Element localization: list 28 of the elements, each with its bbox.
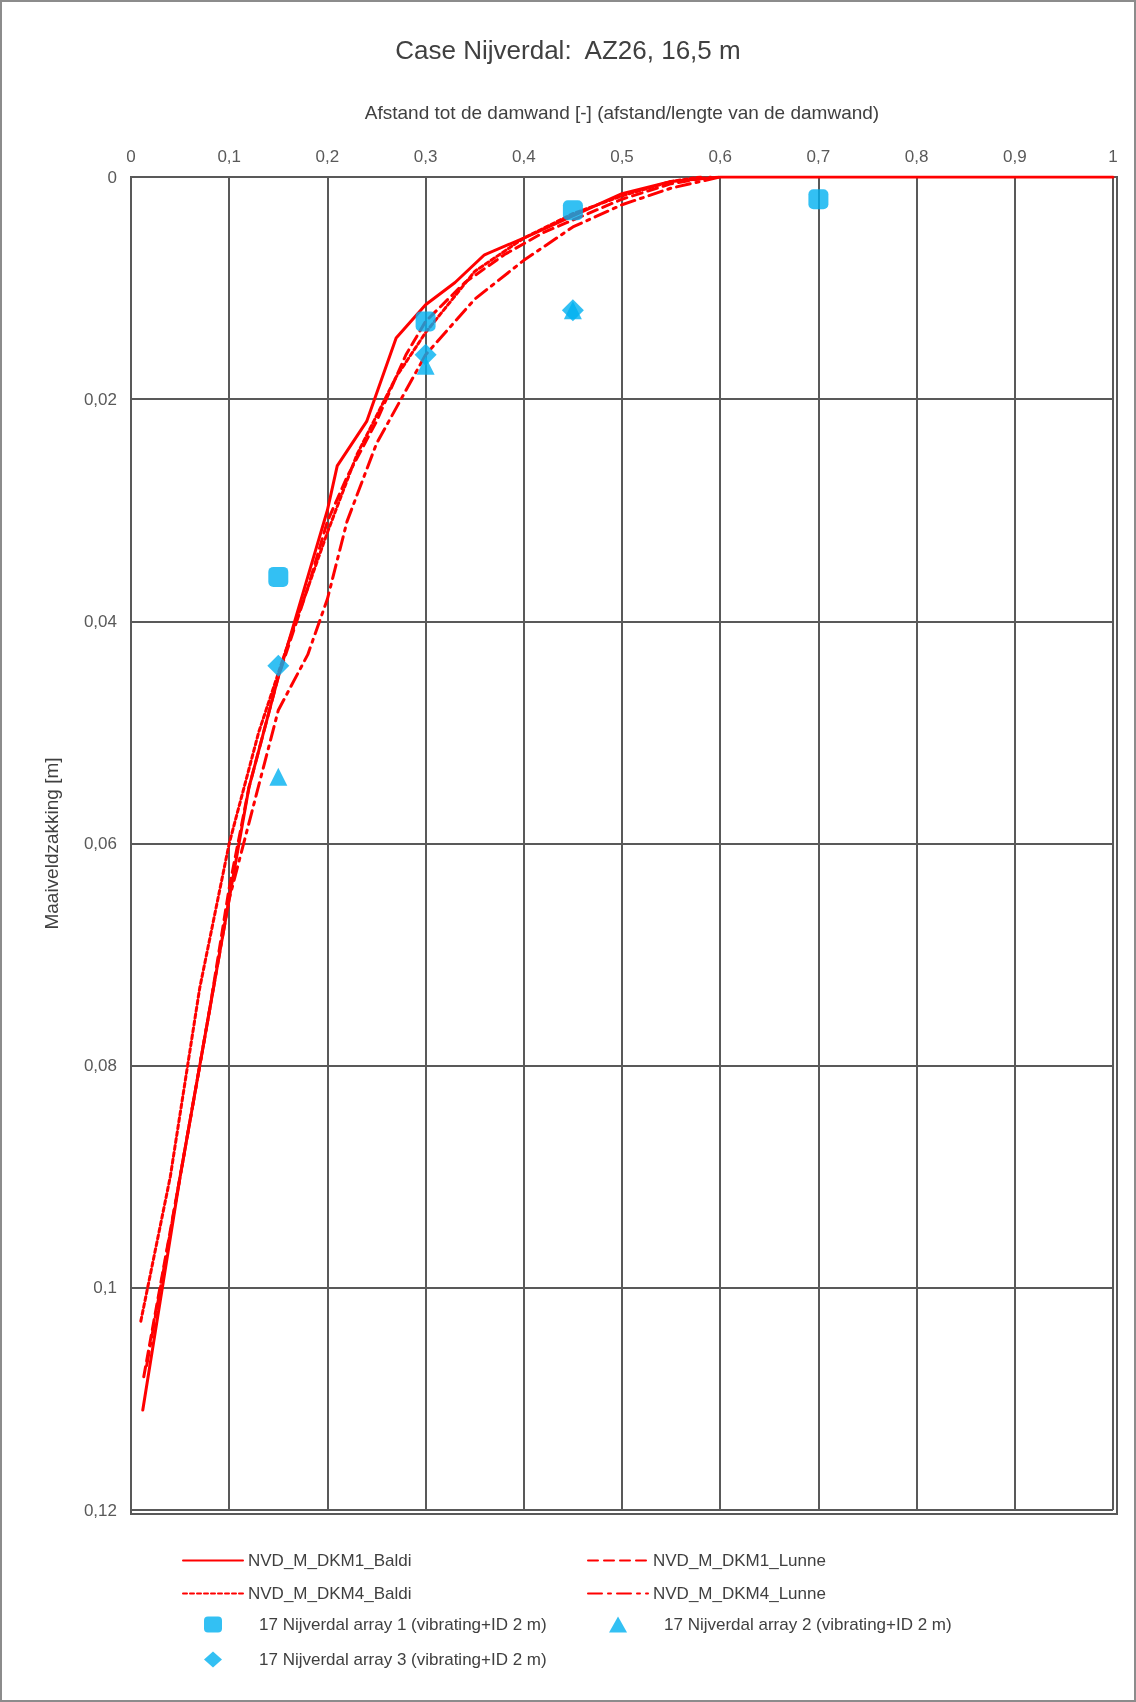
x-tick-label: 0,8 bbox=[904, 147, 929, 166]
y-axis-title: Maaiveldzakking [m] bbox=[41, 757, 62, 930]
y-tick-label: 0,06 bbox=[83, 834, 117, 853]
legend-label: NVD_M_DKM4_Lunne bbox=[653, 1584, 826, 1603]
y-tick-label: 0,12 bbox=[83, 1500, 117, 1520]
chart-title: Case Nijverdal: AZ26, 16,5 m bbox=[395, 35, 741, 65]
legend-label: NVD_M_DKM4_Baldi bbox=[248, 1584, 412, 1603]
x-tick-label: 0,2 bbox=[315, 147, 340, 166]
x-tick-label: 0 bbox=[126, 147, 136, 166]
y-tick-label: 0,02 bbox=[83, 389, 117, 409]
y-tick-label: 0 bbox=[107, 167, 117, 187]
x-tick-label: 0,9 bbox=[1002, 147, 1027, 166]
x-tick-label: 0,1 bbox=[217, 147, 242, 166]
y-tick-label: 0,08 bbox=[83, 1056, 117, 1076]
x-tick-label: 0,6 bbox=[708, 147, 733, 166]
x-tick-label: 0,4 bbox=[511, 147, 536, 166]
x-axis-title: Afstand tot de damwand [-] (afstand/lengte van de damwand) bbox=[364, 102, 880, 123]
legend-label: 17 Nijverdal array 1 (vibrating+ID 2 m) bbox=[259, 1615, 547, 1634]
x-tick-label: 0,7 bbox=[806, 147, 831, 166]
x-tick-label: 0,5 bbox=[610, 147, 634, 166]
x-tick-label: 0,3 bbox=[413, 147, 438, 166]
x-tick-label: 1 bbox=[1108, 147, 1118, 166]
y-tick-label: 0,04 bbox=[83, 611, 117, 631]
legend-label: NVD_M_DKM1_Lunne bbox=[653, 1551, 826, 1570]
y-tick-label: 0,1 bbox=[93, 1278, 117, 1298]
legend-label: 17 Nijverdal array 2 (vibrating+ID 2 m) bbox=[664, 1615, 952, 1634]
legend-label: NVD_M_DKM1_Baldi bbox=[248, 1551, 412, 1570]
legend-label: 17 Nijverdal array 3 (vibrating+ID 2 m) bbox=[259, 1650, 547, 1669]
